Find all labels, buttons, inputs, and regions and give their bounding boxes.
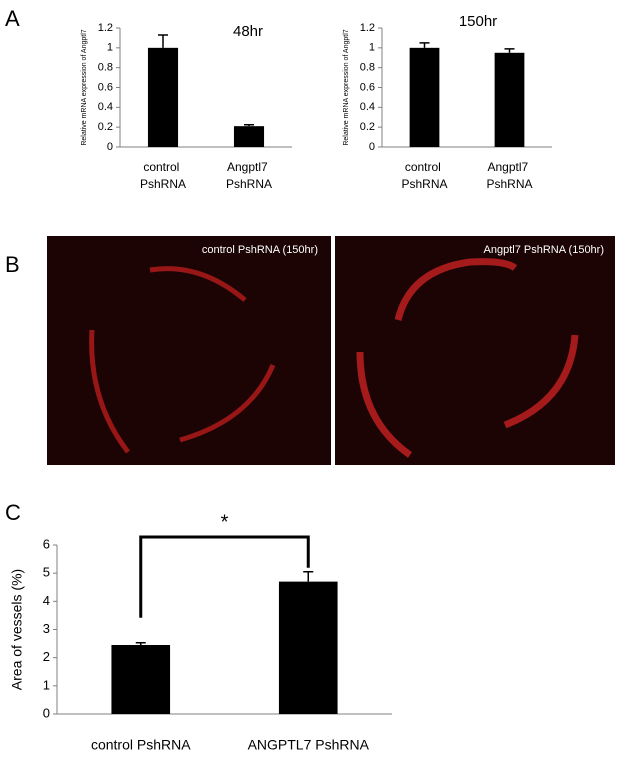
- y-tick-label: 6: [43, 536, 50, 551]
- panel-label: C: [5, 500, 21, 525]
- bar: [494, 52, 525, 147]
- panel-label: B: [5, 252, 20, 277]
- x-tick-label: control PshRNA: [401, 160, 447, 191]
- y-tick-label: 1: [107, 42, 113, 54]
- panel-label: A: [5, 6, 20, 31]
- x-tick-label: control PshRNA: [140, 160, 186, 191]
- y-tick-label: 0.8: [360, 62, 375, 74]
- y-tick-label: 1.2: [360, 22, 375, 34]
- y-axis-label: Relative mRNA expression of Angptl7: [81, 29, 88, 145]
- x-tick-label: control PshRNA: [91, 737, 191, 753]
- bar: [278, 581, 338, 714]
- error-bar: [419, 42, 430, 48]
- bar: [409, 47, 440, 148]
- bar: [147, 47, 179, 148]
- y-axis-label: Area of vessels (%): [9, 569, 25, 690]
- y-tick-label: 0: [107, 141, 113, 153]
- error-bar: [504, 48, 515, 53]
- x-tick-label: Angptl7 PshRNA: [486, 160, 532, 191]
- bar: [233, 126, 265, 147]
- y-tick-label: 0: [369, 141, 375, 153]
- y-tick-label: 2: [43, 649, 50, 664]
- image-caption: control PshRNA (150hr): [202, 244, 318, 256]
- error-bar: [244, 123, 254, 127]
- micrograph: Angptl7 PshRNA (150hr): [335, 236, 615, 465]
- y-tick-label: 0.4: [360, 101, 375, 113]
- y-tick-label: 0.8: [98, 62, 113, 74]
- x-tick-label: ANGPTL7 PshRNA: [248, 737, 370, 753]
- significance-bracket: [139, 535, 310, 618]
- x-tick-label: Angptl7 PshRNA: [226, 160, 272, 191]
- y-axis-label: Relative mRNA expression of Angptl7: [343, 29, 350, 145]
- y-tick-label: 0: [43, 705, 50, 720]
- error-bar: [158, 34, 168, 48]
- y-tick-label: 0.2: [360, 121, 375, 133]
- micrograph: control PshRNA (150hr): [47, 236, 331, 465]
- bar: [111, 644, 171, 714]
- chart-title: 150hr: [459, 13, 497, 30]
- y-tick-label: 3: [43, 621, 50, 636]
- significance-mark: *: [221, 511, 229, 533]
- y-tick-label: 0.6: [360, 81, 375, 93]
- y-tick-label: 4: [43, 593, 50, 608]
- y-tick-label: 0.6: [98, 81, 113, 93]
- error-bar: [135, 641, 146, 645]
- chart-title: 48hr: [233, 23, 263, 40]
- y-tick-label: 1.2: [98, 22, 113, 34]
- y-tick-label: 0.4: [98, 101, 113, 113]
- y-tick-label: 1: [369, 42, 375, 54]
- error-bar: [303, 571, 314, 582]
- y-tick-label: 5: [43, 565, 50, 580]
- image-caption: Angptl7 PshRNA (150hr): [484, 244, 604, 256]
- y-tick-label: 1: [43, 677, 50, 692]
- y-tick-label: 0.2: [98, 121, 113, 133]
